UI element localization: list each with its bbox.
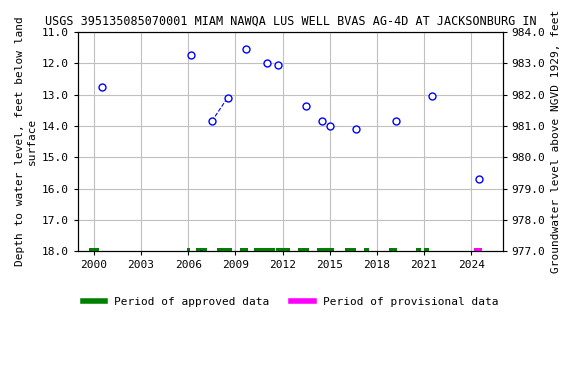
Legend: Period of approved data, Period of provisional data: Period of approved data, Period of provi… [78, 293, 502, 311]
Y-axis label: Depth to water level, feet below land
surface: Depth to water level, feet below land su… [15, 17, 37, 266]
Title: USGS 395135085070001 MIAM NAWQA LUS WELL BVAS AG-4D AT JACKSONBURG IN: USGS 395135085070001 MIAM NAWQA LUS WELL… [44, 15, 536, 28]
Y-axis label: Groundwater level above NGVD 1929, feet: Groundwater level above NGVD 1929, feet [551, 10, 561, 273]
